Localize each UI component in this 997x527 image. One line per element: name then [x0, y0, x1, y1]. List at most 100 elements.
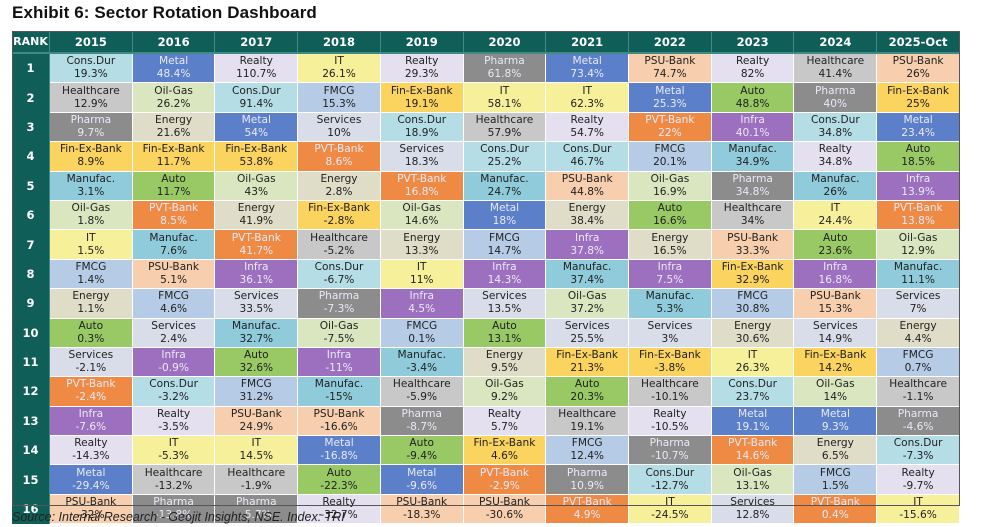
sector-return: 2.8% [325, 185, 353, 198]
sector-cell: Auto 0.3% [49, 318, 133, 348]
sector-return: 1.5% [77, 244, 105, 257]
sector-return: 26.3% [735, 362, 770, 375]
sector-cell: Services 10% [297, 112, 381, 143]
sector-cell: IT 11% [380, 259, 464, 290]
sector-name: Metal [324, 437, 354, 450]
year-header: 2022 [628, 31, 712, 54]
sector-name: Pharma [732, 172, 773, 185]
sector-name: Energy [320, 172, 358, 185]
sector-cell: Realty 110.7% [214, 53, 299, 84]
sector-name: PVT-Bank [562, 496, 612, 509]
sector-return: -11% [325, 362, 353, 375]
sector-name: Fin-Ex-Bank [721, 260, 784, 273]
sector-name: Healthcare [310, 231, 368, 244]
sector-name: Cons.Dur [645, 466, 695, 479]
sector-cell: Realty 54.7% [545, 112, 630, 143]
sector-name: IT [86, 231, 96, 244]
sector-cell: IT 24.4% [793, 200, 878, 231]
table-body: 1 Cons.Dur 19.3% Metal 48.4% Realty 110.7% IT 26… [12, 53, 960, 525]
sector-cell: Infra 16.8% [793, 259, 878, 290]
sector-cell: Realty -32.7% [297, 494, 381, 525]
sector-return: 38.4% [570, 215, 604, 228]
sector-name: Oil-Gas [154, 84, 193, 97]
sector-cell: Manufac. 34.9% [711, 141, 795, 172]
sector-cell: PSU-Bank 33.3% [711, 229, 795, 260]
sector-return: 9.7% [77, 126, 105, 139]
year-header: 2023 [711, 31, 795, 54]
sector-cell: Services 33.5% [214, 288, 299, 319]
sector-cell: Realty -3.5% [132, 406, 216, 437]
sector-return: 25.5% [570, 332, 604, 345]
sector-return: -2.8% [323, 215, 355, 228]
sector-name: PSU-Bank [396, 496, 448, 509]
sector-cell: Infra -0.9% [132, 347, 216, 378]
sector-cell: PVT-Bank 4.9% [545, 494, 630, 525]
sector-name: Pharma [897, 407, 939, 420]
sector-return: -7.5% [323, 332, 355, 345]
sector-return: 12.9% [901, 244, 935, 257]
sector-cell: Energy 41.9% [214, 200, 299, 231]
sector-name: Manufac. [562, 260, 612, 273]
sector-cell: IT -15.6% [876, 494, 960, 525]
sector-return: 21.6% [156, 126, 191, 139]
sector-cell: Cons.Dur 91.4% [214, 82, 299, 113]
rank-cell: 6 [12, 200, 50, 230]
sector-cell: PVT-Bank 8.6% [297, 141, 381, 172]
sector-name: Metal [407, 466, 437, 479]
sector-return: -7.3% [323, 303, 355, 316]
sector-cell: PVT-Bank 13.8% [876, 200, 960, 231]
sector-name: Infra [905, 172, 931, 185]
sector-return: 13.9% [901, 185, 935, 198]
sector-return: 23.6% [818, 244, 853, 257]
rank-cell: 15 [12, 464, 50, 495]
sector-return: -1.9% [240, 479, 272, 492]
sector-name: Healthcare [475, 113, 534, 126]
rank-cell: 7 [12, 229, 50, 260]
sector-return: -14.3% [72, 450, 110, 463]
year-header: 2016 [132, 31, 216, 54]
sector-cell: Energy 16.5% [628, 229, 712, 260]
sector-name: PVT-Bank [148, 202, 199, 215]
sector-name: Auto [492, 319, 517, 332]
table-row: 8 FMCG 1.4% PSU-Bank 5.1% Infra 36.1% Cons.Dur -… [12, 259, 960, 290]
sector-return: -10.1% [651, 391, 689, 404]
sector-name: IT [665, 496, 675, 509]
sector-name: Energy [403, 231, 441, 244]
sector-return: 11% [409, 273, 434, 286]
sector-return: 31.2% [239, 391, 274, 404]
sector-cell: Manufac. 37.4% [545, 259, 630, 290]
sector-return: 54% [244, 126, 269, 139]
sector-return: 13.8% [901, 215, 935, 228]
sector-cell: Energy 9.5% [463, 347, 547, 378]
sector-name: Infra [78, 407, 104, 420]
sector-name: Cons.Dur [810, 113, 860, 126]
sector-cell: Healthcare -1.9% [214, 464, 299, 495]
table-row: 1 Cons.Dur 19.3% Metal 48.4% Realty 110.7% IT 26… [12, 53, 960, 84]
sector-name: FMCG [75, 260, 107, 273]
table-row: 12 PVT-Bank -2.4% Cons.Dur -3.2% FMCG 31.2% Man… [12, 376, 960, 407]
sector-cell: Healthcare -5.9% [380, 376, 464, 407]
sector-name: PSU-Bank [561, 172, 613, 185]
sector-return: 26% [823, 185, 848, 198]
sector-cell: Oil-Gas 14% [793, 376, 878, 407]
sector-cell: FMCG 0.1% [380, 318, 464, 348]
sector-cell: Energy 1.1% [49, 288, 133, 319]
sector-cell: Cons.Dur 46.7% [545, 141, 630, 172]
sector-return: 0.4% [821, 509, 849, 522]
year-header: 2015 [49, 31, 133, 54]
sector-cell: Pharma -7.3% [297, 288, 381, 319]
sector-cell: Healthcare 34% [711, 200, 795, 231]
sector-return: 2.4% [160, 332, 188, 345]
sector-name: FMCG [489, 231, 520, 244]
sector-name: Cons.Dur [893, 437, 943, 450]
sector-name: Infra [326, 349, 352, 362]
sector-return: -2.9% [489, 479, 520, 492]
sector-name: Fin-Ex-Bank [308, 202, 370, 215]
table-row: 9 Energy 1.1% FMCG 4.6% Services 33.5% Pharma -7… [12, 288, 960, 319]
sector-cell: Services -2.1% [49, 347, 133, 378]
table-row: 4 Fin-Ex-Bank 8.9% Fin-Ex-Bank 11.7% Fin-Ex-B… [12, 141, 960, 172]
sector-cell: IT 14.5% [214, 435, 299, 466]
rank-cell: 9 [12, 288, 50, 319]
sector-return: 34.8% [735, 185, 770, 198]
sector-return: 13.3% [404, 244, 439, 257]
